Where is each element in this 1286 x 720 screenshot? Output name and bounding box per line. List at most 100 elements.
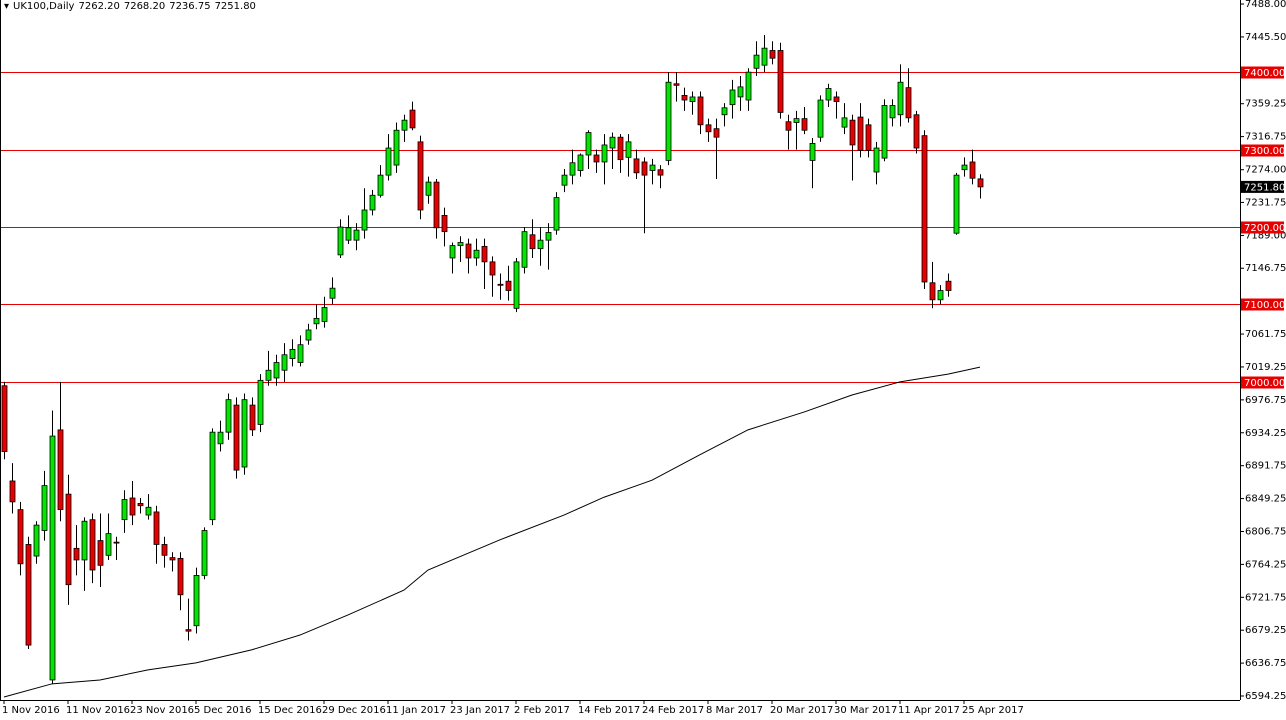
candle-body	[929, 282, 936, 301]
candle-body	[465, 243, 472, 259]
y-tick-label: 7445.50	[1245, 32, 1286, 43]
candle-body	[345, 227, 352, 241]
candle-body	[857, 116, 864, 151]
x-tick-label: 23 Nov 2016	[130, 705, 194, 716]
x-tick-label: 20 Mar 2017	[770, 705, 833, 716]
candle-body	[737, 86, 744, 98]
x-tick-label: 11 Apr 2017	[898, 705, 960, 716]
candle-body	[145, 506, 152, 516]
candle-body	[825, 88, 832, 101]
y-tick-label: 6594.25	[1245, 691, 1286, 702]
level-label: 7400.00	[1244, 68, 1285, 79]
x-tick-label: 24 Feb 2017	[642, 705, 704, 716]
candle-body	[953, 174, 960, 234]
current-price-label: 7251.80	[1244, 182, 1285, 193]
candle-body	[977, 178, 984, 188]
level-label-box	[1241, 221, 1284, 234]
candle-body	[753, 54, 760, 69]
y-tick-label: 7231.75	[1245, 197, 1286, 208]
x-tick-label: 15 Dec 2016	[258, 705, 322, 716]
y-tick-label: 6976.75	[1245, 395, 1286, 406]
candle-body	[729, 89, 736, 106]
candle-body	[889, 105, 896, 119]
candle-body	[177, 557, 184, 596]
candle-body	[505, 280, 512, 291]
candle-body	[193, 575, 200, 627]
candle-body	[233, 404, 240, 471]
candle-body	[225, 399, 232, 433]
x-tick-label: 8 Mar 2017	[706, 705, 763, 716]
candle-body	[865, 124, 872, 151]
candle-body	[393, 129, 400, 166]
candle-body	[441, 214, 448, 233]
candle-body	[249, 404, 256, 431]
candle-body	[833, 96, 840, 102]
levels	[0, 72, 1240, 383]
y-tick-label: 6636.75	[1245, 658, 1286, 669]
candle-body	[745, 71, 752, 101]
candle-body	[529, 234, 536, 250]
candle-body	[817, 99, 824, 138]
candle-body	[625, 141, 632, 158]
candle-body	[617, 136, 624, 161]
candle-body	[713, 128, 720, 138]
candle-body	[449, 245, 456, 259]
candle-body	[681, 94, 688, 101]
candle-body	[137, 503, 144, 507]
current-price-box	[1241, 180, 1284, 193]
candle-body	[761, 47, 768, 66]
candle-body	[721, 107, 728, 116]
candle-body	[9, 480, 16, 503]
candle-body	[969, 161, 976, 179]
candle-body	[385, 147, 392, 176]
candle-body	[97, 540, 104, 566]
candle-body	[537, 239, 544, 250]
candle-body	[49, 435, 56, 681]
level-label-box	[1241, 376, 1284, 389]
level-label: 7300.00	[1244, 146, 1285, 157]
candle-body	[841, 117, 848, 128]
candle-body	[369, 194, 376, 211]
y-tick-label: 6764.25	[1245, 559, 1286, 570]
x-tick-label: 5 Dec 2016	[194, 705, 252, 716]
candle-body	[569, 162, 576, 176]
candle-body	[689, 96, 696, 102]
y-tick-label: 7316.75	[1245, 132, 1286, 143]
candle-body	[409, 109, 416, 129]
candle-body	[57, 429, 64, 511]
x-tick-label: 2 Feb 2017	[514, 705, 570, 716]
candle-body	[321, 307, 328, 322]
candle-body	[121, 499, 128, 521]
candle-body	[41, 485, 48, 531]
candle-body	[913, 114, 920, 149]
candle-body	[489, 261, 496, 276]
candle-body	[185, 629, 192, 632]
candle-body	[297, 344, 304, 363]
candle-body	[945, 280, 952, 291]
candle-body	[545, 232, 552, 241]
candle-body	[1, 385, 8, 452]
candle-body	[785, 121, 792, 131]
candle-body	[113, 541, 120, 544]
candle-body	[521, 231, 528, 268]
y-tick-label: 7359.25	[1245, 99, 1286, 110]
candle-body	[665, 81, 672, 161]
candle-body	[257, 379, 264, 425]
x-tick-label: 23 Jan 2017	[450, 705, 510, 716]
candle-body	[377, 174, 384, 196]
ma-layer	[3, 366, 981, 698]
candle-body	[265, 369, 272, 381]
candle-body	[577, 154, 584, 171]
candle-body	[673, 83, 680, 86]
header-high: 7268.20	[123, 1, 166, 12]
x-tick-label: 11 Jan 2017	[386, 705, 446, 716]
header-low: 7236.75	[169, 1, 211, 12]
candle-body	[217, 431, 224, 445]
y-tick-label: 6679.25	[1245, 625, 1286, 636]
candle-body	[777, 50, 784, 113]
candle-body	[305, 329, 312, 341]
candle-body	[289, 348, 296, 360]
candle-body	[81, 520, 88, 561]
